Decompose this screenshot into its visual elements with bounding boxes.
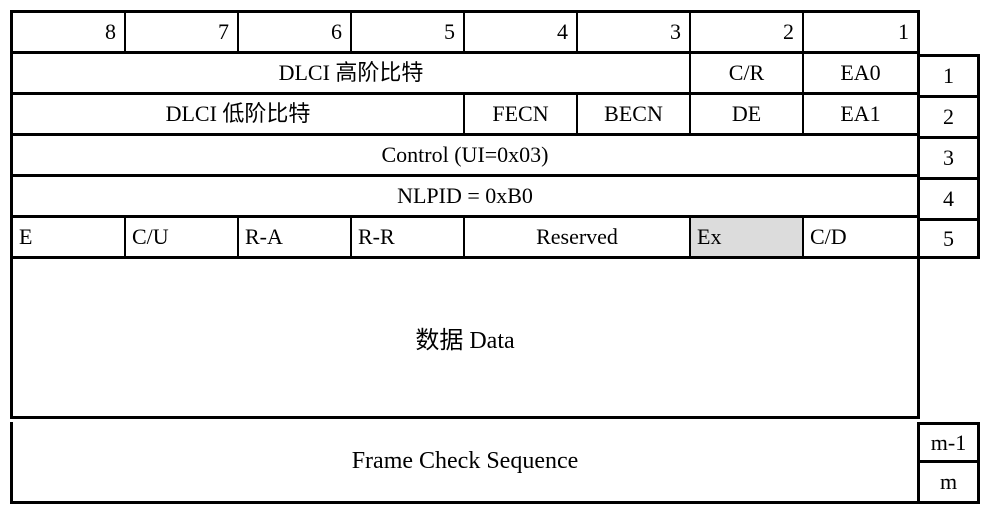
bit-col-8: 8: [13, 13, 126, 51]
octet-row-1: DLCI 高阶比特C/REA01: [10, 54, 990, 95]
field-1-1: C/R: [691, 54, 804, 92]
field-3-0: Control (UI=0x03): [13, 136, 917, 174]
octet-label-5: 5: [920, 218, 980, 259]
octet-row-2: DLCI 低阶比特FECNBECNDEEA12: [10, 95, 990, 136]
octet-fields-5: EC/UR-AR-RReservedExC/D: [10, 218, 920, 259]
octet-label-m: m: [920, 463, 980, 504]
octet-fields-3: Control (UI=0x03): [10, 136, 920, 177]
field-1-0: DLCI 高阶比特: [13, 54, 691, 92]
octet-row-4: NLPID = 0xB04: [10, 177, 990, 218]
octet-label-m-minus-1: m-1: [920, 422, 980, 463]
bit-col-1: 1: [804, 13, 917, 51]
fcs-field-label: Frame Check Sequence: [352, 448, 579, 475]
field-2-3: DE: [691, 95, 804, 133]
bit-col-4: 4: [465, 13, 578, 51]
bit-col-2: 2: [691, 13, 804, 51]
field-5-5: Ex: [691, 218, 804, 256]
field-1-2: EA0: [804, 54, 917, 92]
field-5-1: C/U: [126, 218, 239, 256]
field-5-0: E: [13, 218, 126, 256]
octet-fields-4: NLPID = 0xB0: [10, 177, 920, 218]
data-field-label: 数据 Data: [415, 320, 514, 355]
bit-col-7: 7: [126, 13, 239, 51]
frame-format-diagram: 87654321 DLCI 高阶比特C/REA01DLCI 低阶比特FECNBE…: [10, 10, 990, 504]
field-5-6: C/D: [804, 218, 917, 256]
octet-label-4: 4: [920, 177, 980, 218]
field-5-3: R-R: [352, 218, 465, 256]
octet-label-3: 3: [920, 136, 980, 177]
field-2-1: FECN: [465, 95, 578, 133]
data-row-container: 数据 Data: [10, 259, 990, 422]
side-blank-data: [920, 259, 980, 422]
bit-col-5: 5: [352, 13, 465, 51]
octet-label-1: 1: [920, 54, 980, 95]
data-field: 数据 Data: [10, 259, 920, 419]
octet-row-5: EC/UR-AR-RReservedExC/D5: [10, 218, 990, 259]
octet-fields-1: DLCI 高阶比特C/REA0: [10, 54, 920, 95]
octet-fields-2: DLCI 低阶比特FECNBECNDEEA1: [10, 95, 920, 136]
side-blank-header: [920, 10, 980, 51]
fcs-row-container: Frame Check Sequence m-1 m: [10, 422, 990, 504]
field-2-0: DLCI 低阶比特: [13, 95, 465, 133]
bit-col-3: 3: [578, 13, 691, 51]
field-5-2: R-A: [239, 218, 352, 256]
bit-header-row: 87654321: [10, 10, 920, 54]
field-2-4: EA1: [804, 95, 917, 133]
header-row-container: 87654321: [10, 10, 990, 54]
fcs-field: Frame Check Sequence: [10, 422, 920, 504]
field-2-2: BECN: [578, 95, 691, 133]
bit-col-6: 6: [239, 13, 352, 51]
field-4-0: NLPID = 0xB0: [13, 177, 917, 215]
field-5-4: Reserved: [465, 218, 691, 256]
octet-row-3: Control (UI=0x03)3: [10, 136, 990, 177]
octet-label-2: 2: [920, 95, 980, 136]
